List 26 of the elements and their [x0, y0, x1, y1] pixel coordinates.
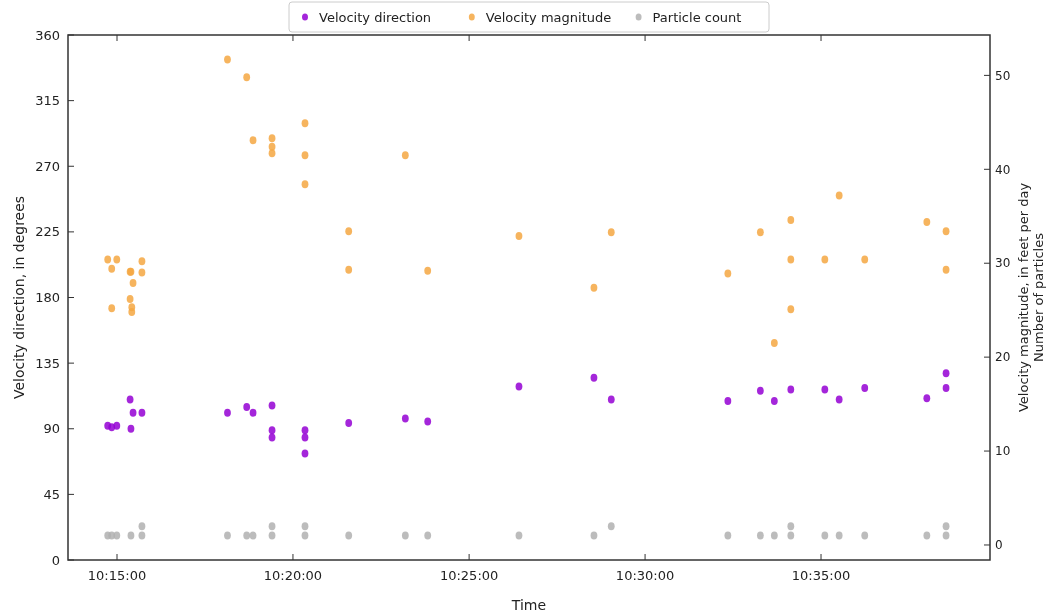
- x-tick-label: 10:25:00: [439, 568, 499, 583]
- y-tick-label: 315: [35, 93, 60, 109]
- x-axis-title: Time: [510, 597, 547, 613]
- y2-axis-title: Velocity magnitude, in feet per day Number of particles: [1015, 182, 1046, 413]
- y2-tick-label: 10: [995, 444, 1011, 459]
- y2-tick-label: 30: [995, 256, 1011, 271]
- legend-label: Velocity magnitude: [485, 9, 612, 25]
- y2-tick-label: 0: [995, 538, 1003, 553]
- y-tick-label: 180: [35, 290, 60, 306]
- y-tick-label: 45: [43, 486, 60, 502]
- y-tick-label: 90: [43, 421, 60, 437]
- x-tick-label: 10:35:00: [791, 568, 851, 583]
- x-tick-label: 10:20:00: [263, 568, 323, 583]
- y-tick-label: 225: [35, 224, 60, 240]
- y-tick-label: 360: [35, 27, 60, 43]
- y2-tick-label: 50: [995, 68, 1011, 83]
- y-tick-label: 0: [51, 552, 60, 568]
- y2-tick-label: 40: [995, 162, 1011, 177]
- x-tick-label: 10:30:00: [615, 568, 675, 583]
- legend-label: Velocity direction: [319, 9, 432, 25]
- y-axis-title: Velocity direction, in degrees: [11, 195, 27, 400]
- y-tick-label: 270: [35, 158, 60, 174]
- x-tick-label: 10:15:00: [87, 568, 147, 583]
- legend-label: Particle count: [652, 9, 742, 25]
- y-tick-label: 135: [35, 355, 60, 371]
- y2-tick-label: 20: [995, 350, 1011, 365]
